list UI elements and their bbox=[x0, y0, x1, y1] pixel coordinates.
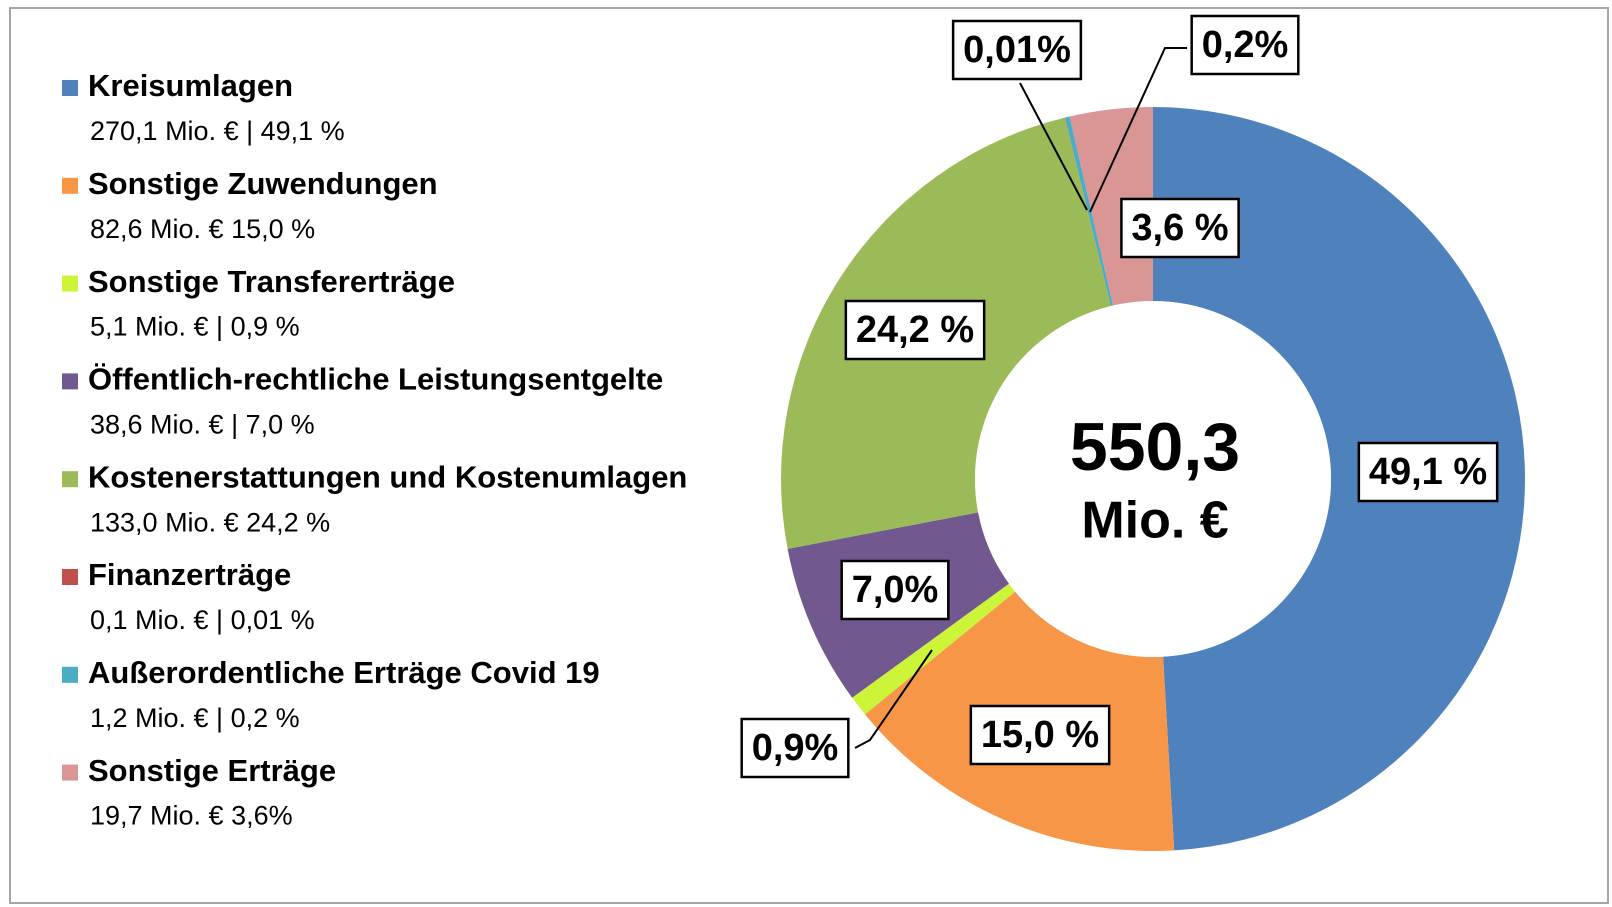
value-label-box bbox=[840, 559, 950, 621]
labels: 49,1 % 15,0 % 0,9% 7,0% 24,2 % 0,01% 0,2% 3,6 % bbox=[740, 14, 1499, 779]
slice bbox=[1065, 116, 1114, 307]
legend-detail: 0,1 Mio. € | 0,01 % bbox=[90, 605, 315, 635]
value-label: 7,0% bbox=[852, 569, 939, 611]
leader-line bbox=[1089, 47, 1187, 213]
value-label: 49,1 % bbox=[1369, 451, 1487, 493]
value-label-box bbox=[844, 299, 986, 361]
slice bbox=[852, 583, 1016, 715]
center-unit: Mio. € bbox=[1081, 492, 1228, 550]
legend-label: Außerordentliche Erträge Covid 19 bbox=[88, 655, 600, 690]
value-label-box bbox=[1357, 441, 1499, 503]
legend-swatch bbox=[62, 80, 78, 96]
value-label: 0,2% bbox=[1202, 24, 1289, 66]
legend-label: Sonstige Erträge bbox=[88, 753, 336, 788]
value-label-box bbox=[1190, 14, 1300, 76]
value-label: 15,0 % bbox=[981, 714, 1099, 756]
slice bbox=[1064, 117, 1111, 307]
leader-line bbox=[1019, 82, 1088, 211]
value-label: 3,6 % bbox=[1131, 207, 1228, 249]
value-label: 0,9% bbox=[752, 727, 839, 769]
legend-label: Öffentlich-rechtliche Leistungsentgelte bbox=[88, 362, 663, 397]
legend-label: Sonstige Transfererträge bbox=[88, 264, 455, 299]
legend-swatch bbox=[62, 569, 78, 585]
legend: Kreisumlagen 270,1 Mio. € | 49,1 % Sonstig… bbox=[62, 68, 687, 831]
value-label-box bbox=[1120, 197, 1240, 259]
value-label-box bbox=[969, 704, 1111, 766]
legend-swatch bbox=[62, 471, 78, 488]
legend-label: Sonstige Zuwendungen bbox=[88, 166, 438, 201]
legend-swatch bbox=[62, 373, 78, 390]
legend-detail: 5,1 Mio. € | 0,9 % bbox=[90, 312, 300, 342]
legend-swatch bbox=[62, 275, 78, 292]
legend-detail: 38,6 Mio. € | 7,0 % bbox=[90, 410, 315, 440]
legend-swatch bbox=[62, 177, 78, 194]
legend-label: Kreisumlagen bbox=[88, 68, 293, 103]
value-label: 0,01% bbox=[963, 29, 1071, 71]
slice bbox=[1153, 107, 1525, 851]
legend-detail: 82,6 Mio. € 15,0 % bbox=[90, 214, 315, 244]
legend-label: Finanzerträge bbox=[88, 557, 291, 592]
legend-swatch bbox=[62, 764, 78, 781]
legend-swatch bbox=[62, 666, 78, 683]
legend-detail: 19,7 Mio. € 3,6% bbox=[90, 801, 293, 831]
center-total: 550,3 bbox=[1070, 409, 1240, 485]
legend-detail: 270,1 Mio. € | 49,1 % bbox=[90, 116, 345, 146]
leader-line bbox=[854, 649, 933, 749]
value-label: 24,2 % bbox=[856, 309, 974, 351]
legend-label: Kostenerstattungen und Kostenumlagen bbox=[88, 459, 687, 494]
value-label-box bbox=[951, 19, 1083, 81]
legend-detail: 1,2 Mio. € | 0,2 % bbox=[90, 703, 300, 733]
donut-hole bbox=[975, 301, 1331, 657]
value-label-box bbox=[740, 717, 850, 779]
legend-detail: 133,0 Mio. € 24,2 % bbox=[90, 507, 330, 537]
